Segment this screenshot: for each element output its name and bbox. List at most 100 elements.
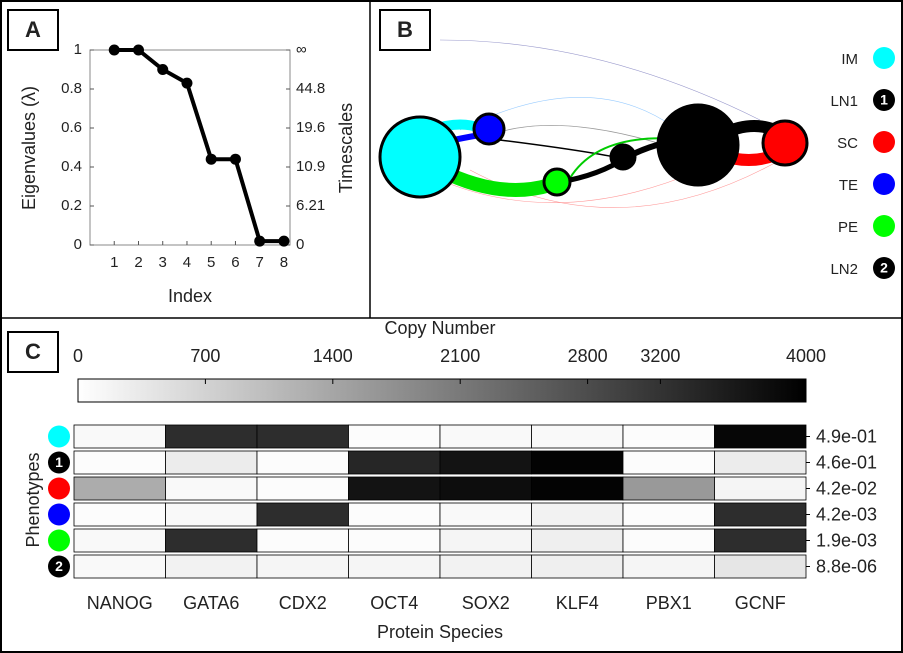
x-axis-label: Protein Species [377, 622, 503, 642]
heatmap-cell [256, 424, 349, 449]
heatmap-cell [714, 554, 807, 579]
y-tick-label: 0.2 [61, 197, 82, 214]
panel-box [7, 331, 59, 373]
heatmap-cell [531, 476, 624, 501]
phenotype-badge: 2 [55, 558, 63, 574]
x-tick-label: 3 [159, 254, 167, 271]
phenotype-marker [873, 89, 895, 111]
x-tick-label: 6 [231, 254, 239, 271]
row-label: 8.8e-06 [816, 556, 877, 576]
panel-label: B [397, 17, 413, 42]
x-tick-label: 5 [207, 254, 215, 271]
heatmap-cell [439, 424, 532, 449]
row-label: 4.2e-02 [816, 478, 877, 498]
y-axis-label: Eigenvalues (λ) [19, 86, 39, 210]
x-tick-label: SOX2 [462, 593, 510, 613]
legend-label: PE [838, 219, 858, 236]
y2-tick-label: 44.8 [296, 80, 325, 97]
heatmap-cell [714, 424, 807, 449]
phenotype-marker [873, 47, 895, 69]
heatmap-cell [531, 502, 624, 527]
heatmap-cell [439, 502, 532, 527]
point [108, 44, 120, 56]
colorbar-tick-label: 2100 [440, 346, 480, 366]
heatmap-cell [622, 476, 715, 501]
x-tick-label: 4 [183, 254, 191, 271]
legend-label: SC [837, 135, 858, 152]
heatmap-cell [165, 502, 258, 527]
colorbar-tick-label: 1400 [313, 346, 353, 366]
heatmap-cell [256, 502, 349, 527]
phenotype-marker [48, 451, 70, 474]
colorbar-title: Copy Number [384, 318, 495, 338]
heatmap-cell [348, 554, 441, 579]
x-tick-label: 8 [280, 254, 288, 271]
phenotype-marker [873, 173, 895, 195]
heatmap-cell [165, 424, 258, 449]
y-tick-label: 0.4 [61, 158, 82, 175]
y2-axis-label: Timescales [336, 103, 356, 193]
row-label: 4.6e-01 [816, 452, 877, 472]
x-tick-label: 2 [134, 254, 142, 271]
phenotype-marker [48, 425, 70, 448]
heatmap-cell [73, 502, 166, 527]
heatmap-cell [714, 476, 807, 501]
y2-tick-label: 0 [296, 236, 304, 253]
heatmap-cell [531, 424, 624, 449]
heatmap-cell [531, 450, 624, 475]
heatmap-cell [531, 554, 624, 579]
heatmap-cell [165, 450, 258, 475]
panel-label: C [25, 339, 41, 364]
x-tick-label: NANOG [87, 593, 153, 613]
heatmap-cell [622, 424, 715, 449]
heatmap-cell [348, 528, 441, 553]
phenotype-marker [873, 215, 895, 237]
point [205, 153, 217, 165]
colorbar-tick-label: 0 [73, 346, 83, 366]
heatmap-cell [531, 528, 624, 553]
heatmap-cell [622, 528, 715, 553]
colorbar-tick-label: 700 [190, 346, 220, 366]
heatmap-cell [439, 450, 532, 475]
network-nodes [378, 103, 809, 199]
heatmap-cell [622, 502, 715, 527]
heatmap-cell [348, 502, 441, 527]
heatmap-cell [165, 528, 258, 553]
y-axis-label: Phenotypes [23, 452, 43, 547]
heatmap-cell [439, 476, 532, 501]
y-tick-label: 0.8 [61, 80, 82, 97]
heatmap-cell [439, 554, 532, 579]
y2-tick-label: 10.9 [296, 158, 325, 175]
legend-label: LN2 [830, 261, 858, 278]
row-label: 4.2e-03 [816, 504, 877, 524]
panel-label: A [25, 17, 41, 42]
phenotype-marker [48, 555, 70, 578]
heatmap-cell [73, 554, 166, 579]
x-tick-label: GATA6 [183, 593, 239, 613]
phenotype-badge: 1 [880, 92, 888, 108]
x-tick-label: 1 [110, 254, 118, 271]
heatmap-cell [714, 502, 807, 527]
heatmap-cell [165, 554, 258, 579]
phenotype-badge: 1 [55, 454, 63, 470]
y-tick-label: 1 [74, 41, 82, 58]
heatmap-cell [256, 450, 349, 475]
heatmap-cell [439, 528, 532, 553]
panel-box [379, 9, 431, 51]
heatmap-cell [622, 450, 715, 475]
x-tick-label: KLF4 [556, 593, 599, 613]
colorbar [77, 378, 807, 403]
legend-label: LN1 [830, 93, 858, 110]
row-label: 4.9e-01 [816, 426, 877, 446]
heatmap-cell [348, 450, 441, 475]
heatmap-cell [348, 476, 441, 501]
legend-label: IM [841, 51, 858, 68]
point [157, 64, 169, 75]
y-tick-label: 0 [74, 236, 82, 253]
point [229, 153, 241, 165]
heatmap-cell [348, 424, 441, 449]
point [278, 235, 290, 247]
phenotype-marker [48, 529, 70, 552]
